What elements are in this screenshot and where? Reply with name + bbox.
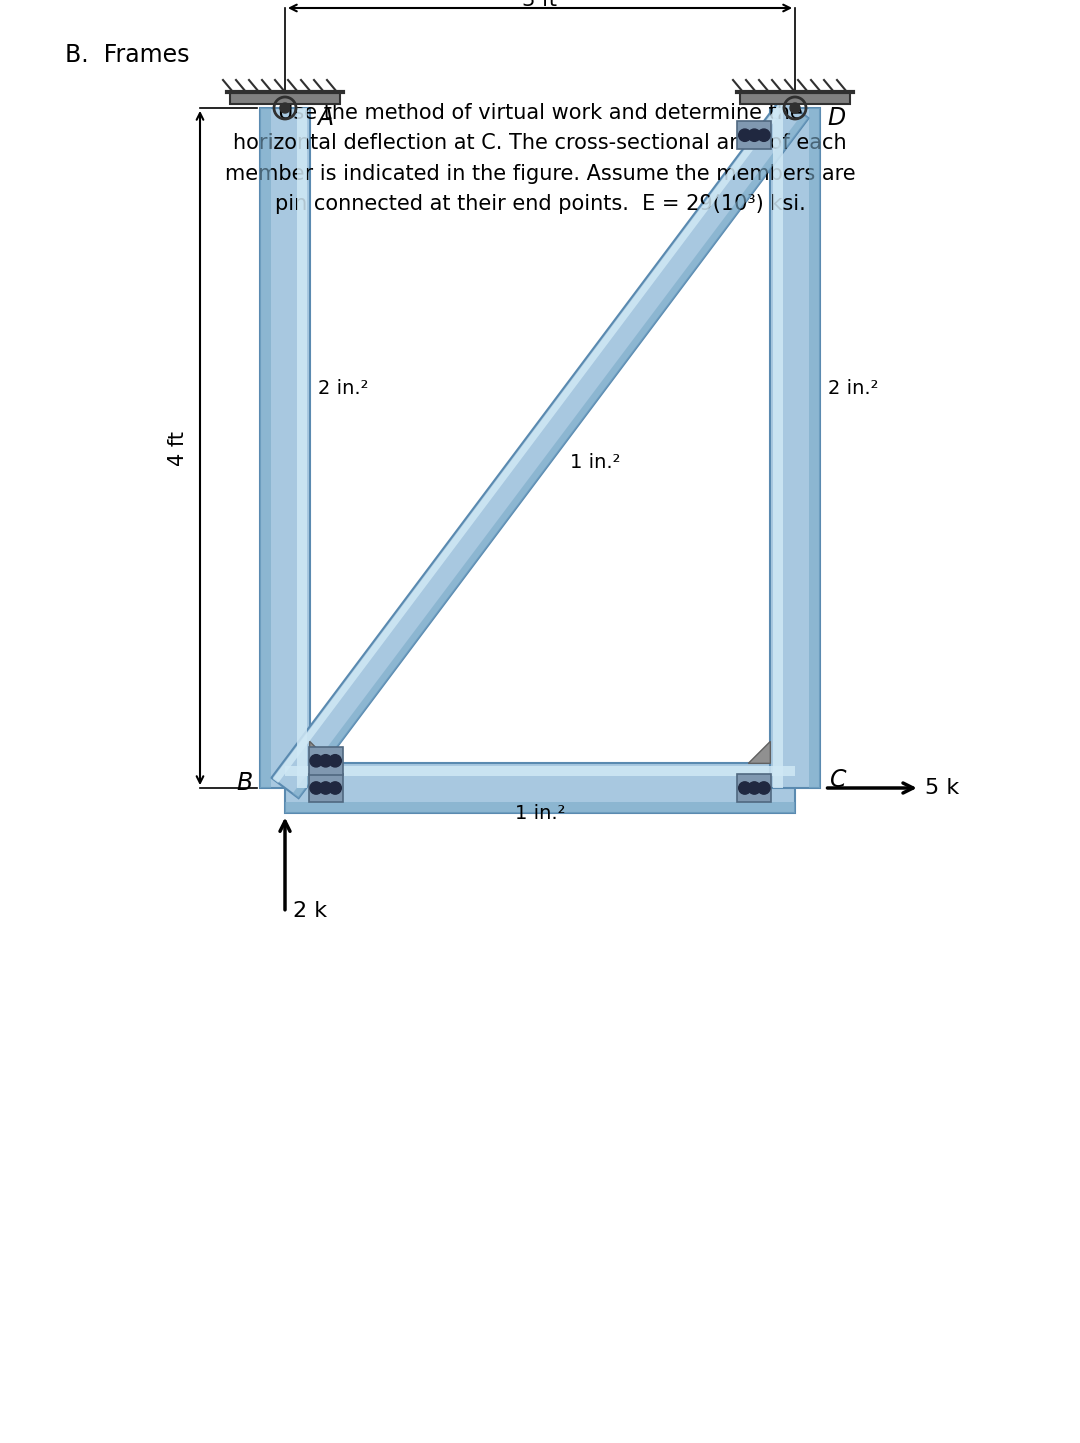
Circle shape	[748, 782, 760, 794]
Circle shape	[280, 102, 291, 113]
Text: 5 k: 5 k	[924, 778, 959, 798]
Polygon shape	[260, 108, 310, 788]
Circle shape	[320, 755, 332, 768]
Circle shape	[329, 782, 341, 794]
Text: B: B	[237, 771, 253, 795]
Circle shape	[310, 755, 322, 768]
Text: Use the method of virtual work and determine the
horizontal deflection at C. The: Use the method of virtual work and deter…	[225, 102, 855, 214]
Text: 1 in.²: 1 in.²	[515, 804, 565, 823]
Polygon shape	[285, 763, 795, 812]
Circle shape	[789, 102, 800, 113]
Circle shape	[320, 782, 332, 794]
Polygon shape	[773, 108, 783, 788]
Polygon shape	[260, 108, 271, 788]
Circle shape	[739, 782, 751, 794]
Polygon shape	[310, 742, 332, 763]
Text: 4 ft: 4 ft	[168, 430, 188, 466]
Polygon shape	[293, 114, 809, 798]
Text: C: C	[829, 768, 846, 792]
Polygon shape	[285, 801, 795, 812]
Text: A: A	[318, 105, 334, 130]
Text: 2 k: 2 k	[293, 900, 327, 921]
Circle shape	[329, 755, 341, 768]
Circle shape	[310, 782, 322, 794]
Bar	[230, 92, 340, 104]
Polygon shape	[748, 742, 770, 763]
Text: 1 in.²: 1 in.²	[570, 453, 621, 472]
Circle shape	[739, 128, 751, 141]
Circle shape	[748, 128, 760, 141]
Polygon shape	[738, 121, 771, 149]
Text: D: D	[827, 105, 846, 130]
Text: B.  Frames: B. Frames	[65, 43, 189, 66]
Bar	[740, 92, 850, 104]
Text: 3 ft: 3 ft	[523, 0, 557, 10]
Polygon shape	[770, 108, 820, 788]
Circle shape	[758, 128, 770, 141]
Text: 2 in.²: 2 in.²	[318, 378, 368, 397]
Polygon shape	[271, 98, 809, 798]
Polygon shape	[285, 766, 795, 776]
Polygon shape	[297, 108, 307, 788]
Polygon shape	[309, 747, 342, 775]
Polygon shape	[273, 98, 788, 784]
Polygon shape	[309, 773, 342, 802]
Polygon shape	[738, 773, 771, 802]
Polygon shape	[809, 108, 820, 788]
Text: 2 in.²: 2 in.²	[827, 378, 878, 397]
Circle shape	[758, 782, 770, 794]
